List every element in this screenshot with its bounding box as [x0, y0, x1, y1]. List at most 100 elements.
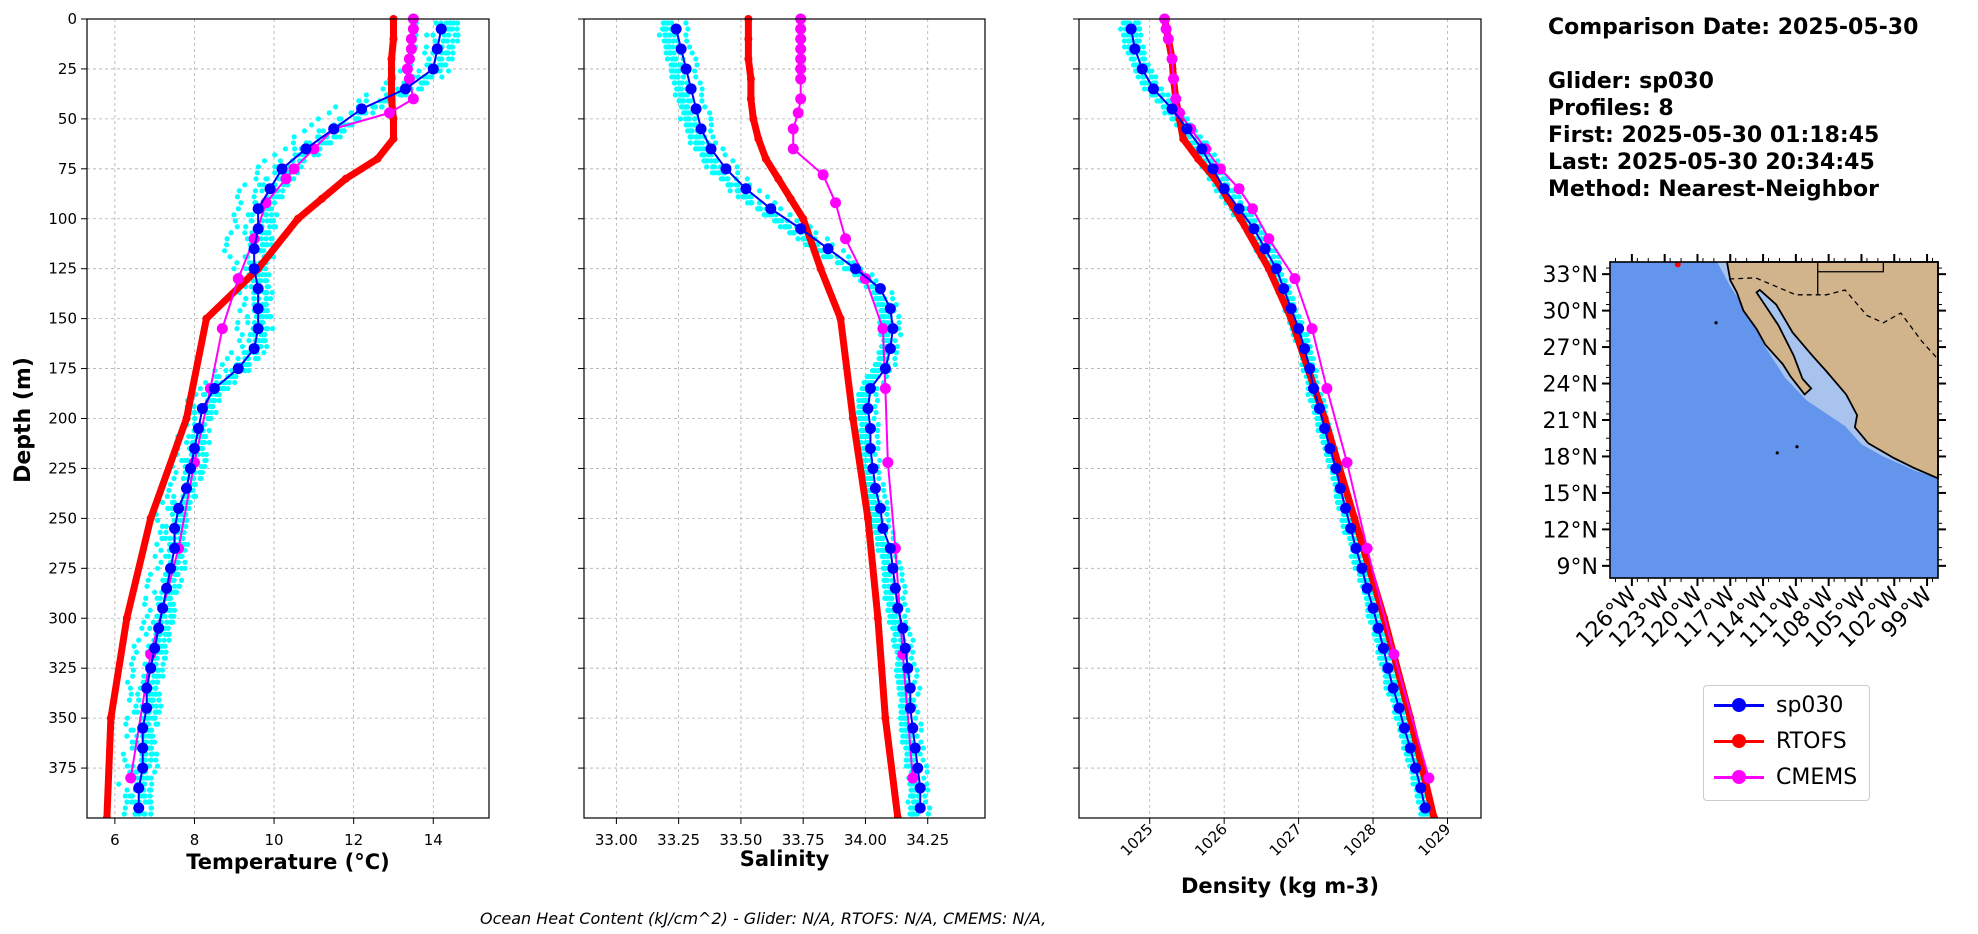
- raw-glider-point: [1153, 74, 1159, 80]
- raw-glider-point: [1333, 493, 1339, 500]
- raw-glider-point: [803, 242, 809, 248]
- raw-glider-point: [925, 787, 931, 793]
- raw-glider-point: [1213, 188, 1219, 194]
- raw-glider-point: [203, 379, 209, 386]
- y-tick-label: 275: [48, 559, 77, 577]
- raw-glider-point: [683, 20, 689, 26]
- point-cmems: [407, 23, 419, 35]
- raw-glider-point: [881, 487, 887, 494]
- point-rtofs: [881, 714, 890, 723]
- raw-glider-point: [872, 403, 878, 410]
- raw-glider-point: [150, 619, 156, 625]
- raw-glider-point: [236, 337, 243, 344]
- raw-glider-point: [1158, 86, 1164, 92]
- series-rtofs-salinity: [744, 15, 902, 822]
- raw-glider-point: [178, 553, 184, 559]
- raw-glider-point: [268, 206, 275, 212]
- point-rtofs: [863, 514, 872, 523]
- point-cmems: [1388, 648, 1400, 660]
- point-rtofs: [873, 614, 882, 623]
- point-cmems: [1321, 383, 1333, 395]
- point-sp030: [1125, 23, 1137, 35]
- raw-glider-point: [1125, 50, 1131, 56]
- point-sp030: [884, 542, 896, 554]
- raw-glider-point: [679, 104, 685, 110]
- point-sp030: [1404, 742, 1416, 754]
- point-sp030: [141, 702, 153, 714]
- raw-glider-point: [259, 188, 265, 194]
- series-sp030-salinity: [670, 23, 926, 814]
- map-glider-marker: [1674, 261, 1681, 268]
- raw-glider-point: [129, 745, 135, 751]
- legend: sp030 RTOFS CMEMS: [1703, 685, 1870, 801]
- raw-glider-point: [893, 613, 899, 619]
- raw-glider-point: [1149, 74, 1155, 80]
- raw-glider-point: [692, 68, 698, 74]
- raw-glider-point: [258, 278, 264, 284]
- raw-glider-point: [1301, 332, 1307, 338]
- raw-glider-point: [203, 451, 209, 458]
- point-rtofs: [106, 714, 115, 723]
- raw-glider-point: [292, 146, 298, 152]
- raw-glider-point: [882, 565, 888, 571]
- raw-glider-point: [898, 332, 904, 338]
- point-sp030: [1270, 263, 1282, 275]
- raw-glider-point: [1132, 32, 1139, 38]
- raw-glider-point: [656, 32, 663, 38]
- raw-glider-point: [1162, 110, 1168, 116]
- raw-glider-point: [905, 799, 911, 805]
- raw-glider-point: [904, 751, 910, 757]
- raw-glider-point: [1169, 116, 1175, 122]
- point-sp030: [232, 363, 244, 375]
- raw-glider-point: [858, 433, 864, 440]
- raw-glider-point: [861, 451, 868, 458]
- map-lat-label: 12°N: [1543, 518, 1598, 543]
- raw-glider-point: [135, 691, 141, 697]
- raw-glider-point: [1315, 421, 1321, 428]
- point-rtofs: [836, 314, 845, 323]
- point-sp030: [1350, 542, 1362, 554]
- raw-glider-point: [840, 248, 847, 254]
- point-cmems: [1423, 772, 1435, 784]
- raw-glider-point: [198, 463, 205, 470]
- point-cmems: [1361, 542, 1373, 554]
- raw-glider-point: [883, 589, 889, 595]
- raw-glider-point: [224, 355, 230, 362]
- raw-glider-point: [144, 775, 151, 781]
- raw-glider-point: [914, 667, 920, 673]
- y-tick-label: 100: [48, 210, 77, 228]
- raw-glider-point: [699, 92, 705, 98]
- raw-glider-point: [886, 517, 892, 523]
- point-sp030: [887, 562, 899, 574]
- raw-glider-point: [890, 637, 896, 643]
- raw-glider-point: [208, 409, 214, 416]
- raw-glider-point: [440, 62, 446, 68]
- raw-glider-point: [256, 182, 263, 188]
- raw-glider-point: [1401, 739, 1407, 745]
- raw-glider-point: [1184, 116, 1191, 122]
- raw-glider-point: [383, 80, 389, 86]
- raw-glider-point: [872, 296, 878, 302]
- raw-glider-point: [692, 116, 698, 122]
- raw-glider-point: [168, 619, 174, 625]
- raw-glider-point: [735, 170, 741, 176]
- raw-glider-point: [175, 559, 181, 565]
- raw-glider-point: [232, 218, 238, 224]
- legend-item-cmems: CMEMS: [1714, 762, 1857, 792]
- point-sp030: [169, 522, 181, 534]
- point-cmems: [1160, 23, 1172, 35]
- raw-glider-point: [699, 98, 705, 104]
- raw-glider-point: [890, 296, 896, 302]
- raw-glider-point: [159, 535, 165, 541]
- raw-glider-point: [122, 805, 128, 811]
- raw-glider-point: [279, 188, 286, 194]
- raw-glider-point: [155, 517, 161, 523]
- raw-glider-point: [886, 607, 892, 613]
- raw-glider-point: [246, 337, 252, 344]
- raw-glider-point: [891, 643, 898, 649]
- raw-glider-point: [671, 56, 677, 62]
- map-lat-label: 18°N: [1543, 445, 1598, 470]
- raw-glider-point: [173, 589, 180, 595]
- raw-glider-point: [166, 637, 172, 643]
- raw-glider-point: [689, 50, 695, 56]
